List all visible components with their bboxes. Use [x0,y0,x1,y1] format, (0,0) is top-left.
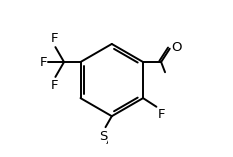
Text: S: S [99,130,107,143]
Text: F: F [51,32,58,45]
Text: F: F [158,108,165,121]
Text: F: F [39,56,47,68]
Text: F: F [51,79,58,92]
Text: O: O [172,41,182,54]
